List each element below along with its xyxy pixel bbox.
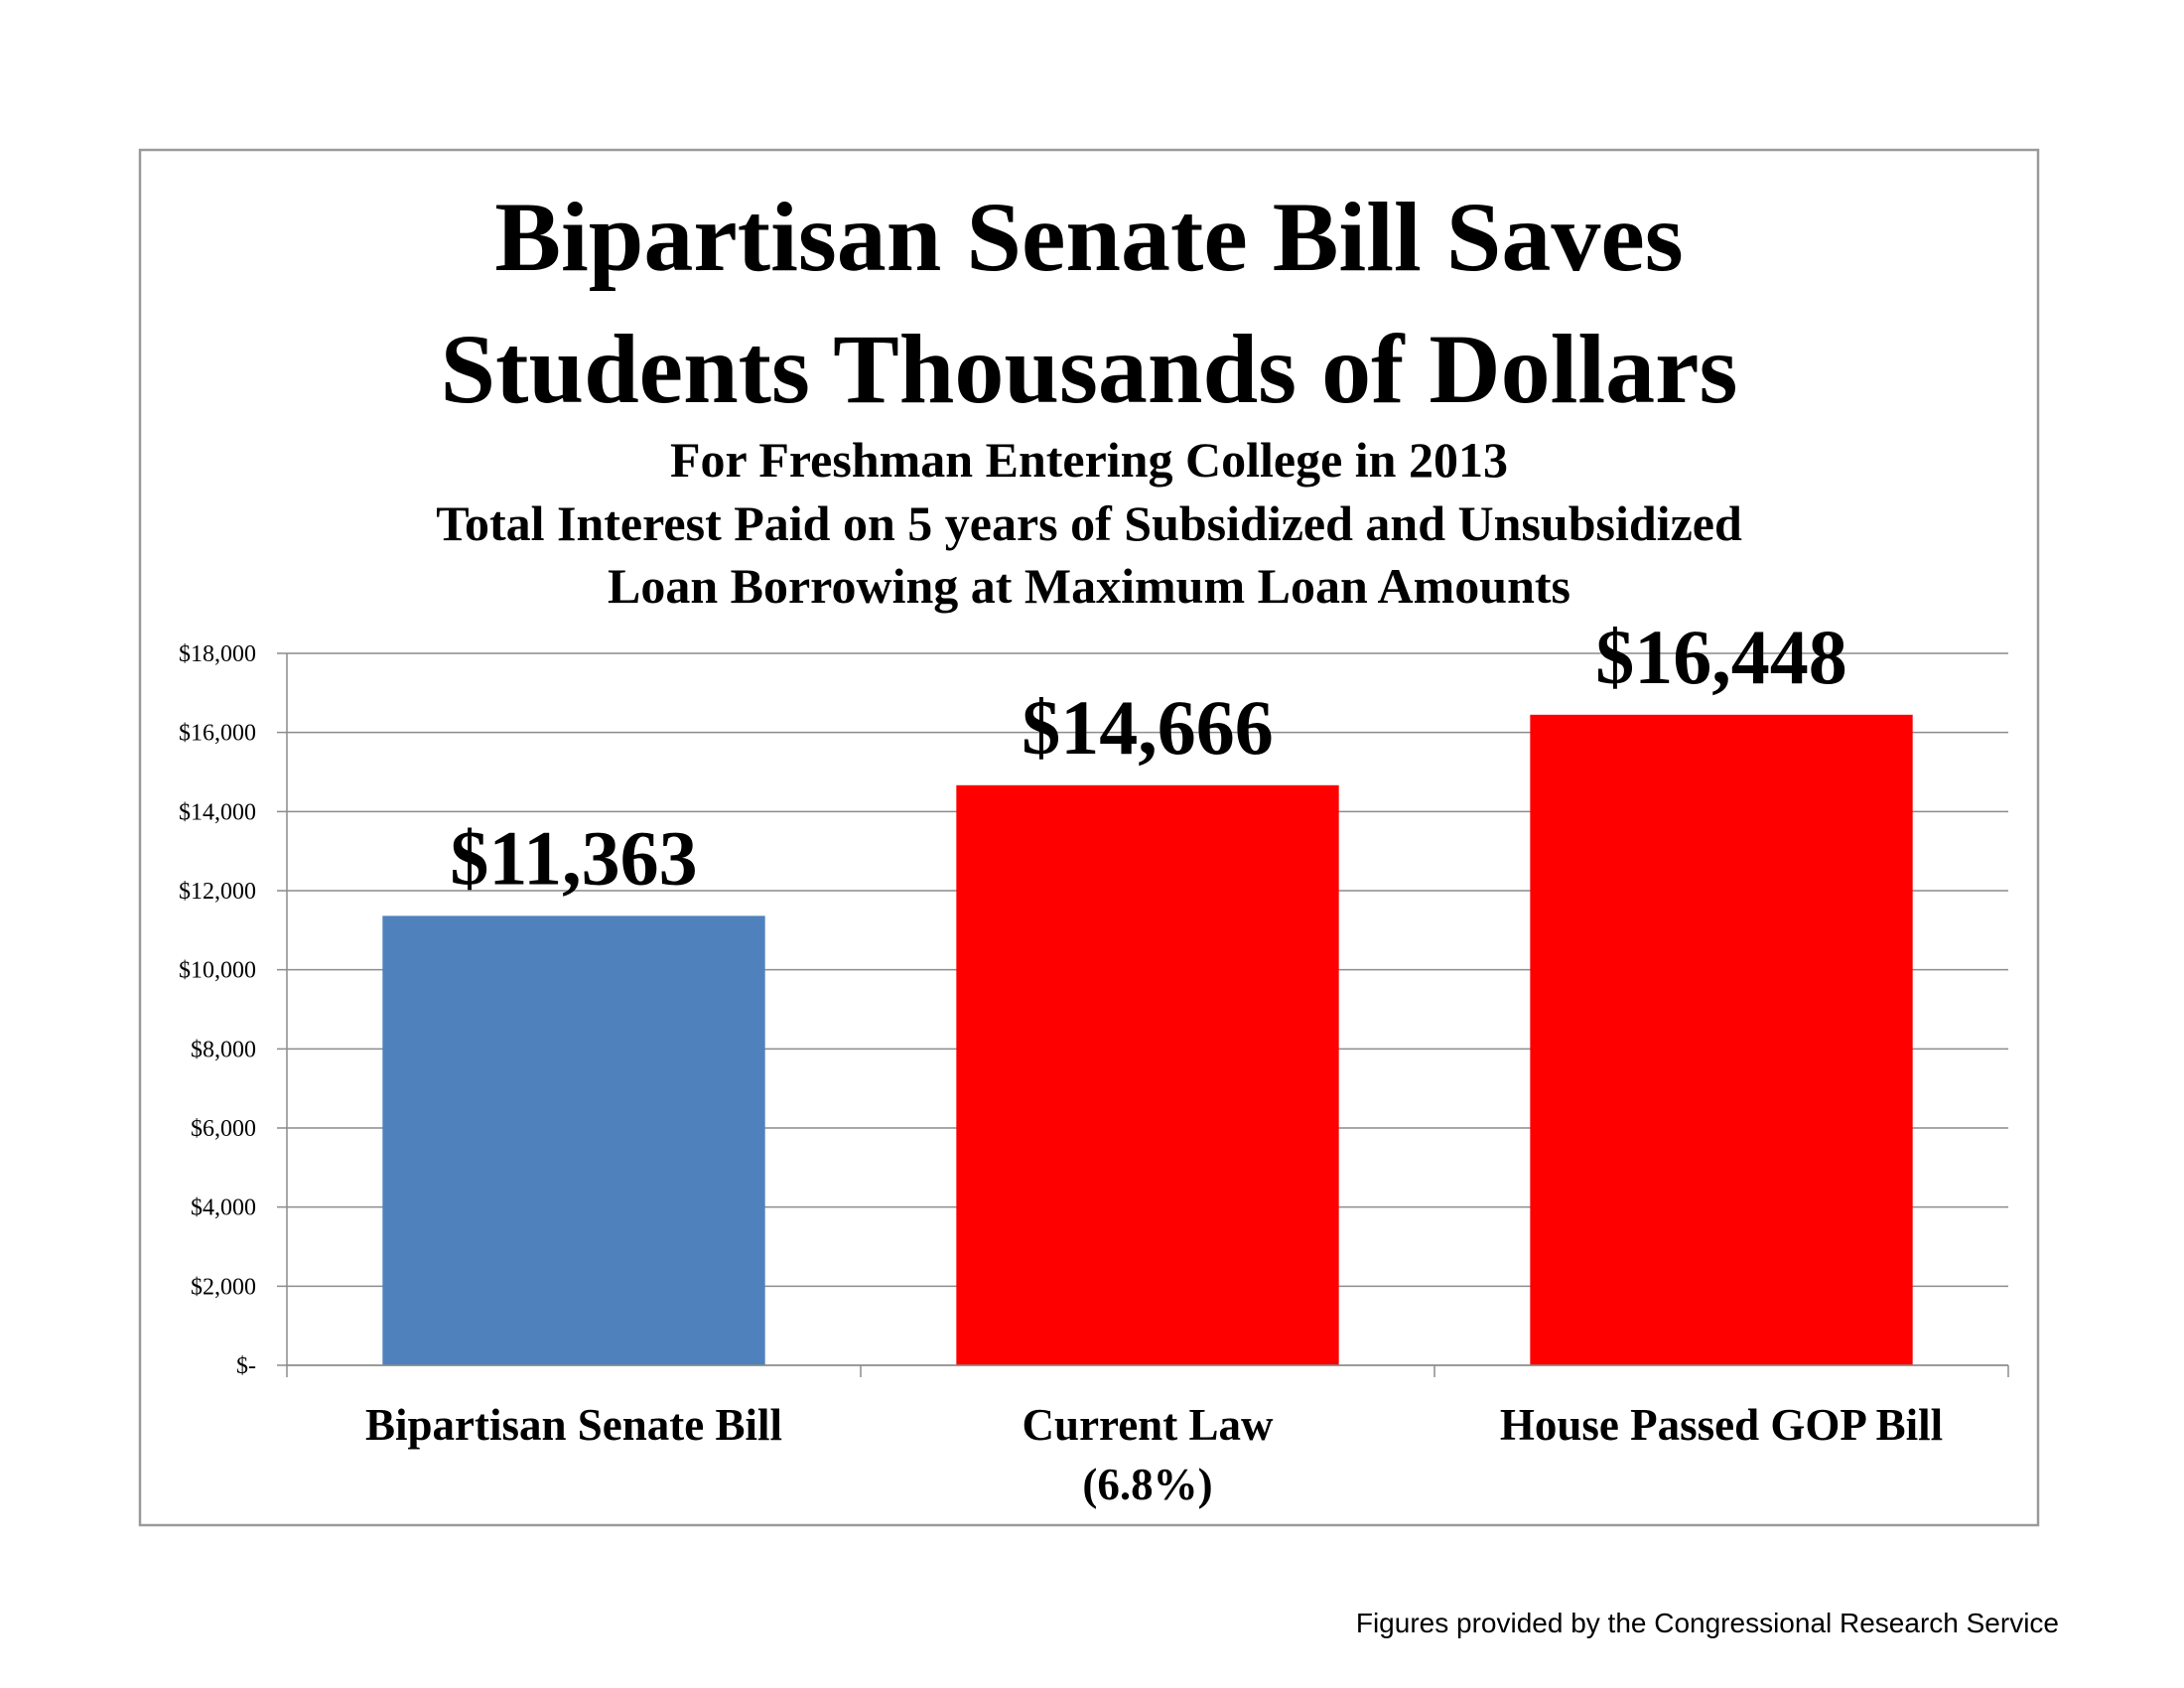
bar: [382, 915, 765, 1365]
chart-subtitle: Total Interest Paid on 5 years of Subsid…: [436, 495, 1742, 551]
x-tick-label: Bipartisan Senate Bill: [364, 1400, 783, 1450]
y-tick-label: $16,000: [179, 721, 256, 747]
y-tick-label: $10,000: [179, 958, 256, 984]
bar: [956, 784, 1339, 1365]
chart-subtitle: For Freshman Entering College in 2013: [670, 432, 1508, 488]
x-tick-label: Current Law (6.8%): [1022, 1400, 1274, 1509]
x-tick-label: House Passed GOP Bill: [1499, 1400, 1944, 1450]
y-tick-label: $8,000: [191, 1037, 256, 1062]
chart-title: Bipartisan Senate Bill Saves: [494, 182, 1683, 292]
y-tick-label: $18,000: [179, 641, 256, 667]
source-note: Figures provided by the Congressional Re…: [1356, 1608, 2059, 1638]
y-tick-label: $12,000: [179, 879, 256, 905]
value-label: $14,666: [1022, 684, 1274, 771]
value-label: $11,363: [450, 814, 697, 901]
bar: [1530, 714, 1913, 1365]
y-tick-label: $2,000: [191, 1274, 256, 1300]
chart-subtitle: Loan Borrowing at Maximum Loan Amounts: [608, 558, 1570, 614]
y-tick-label: $6,000: [191, 1116, 256, 1142]
chart-frame: [138, 148, 2040, 1527]
y-tick-label: $-: [236, 1353, 256, 1379]
value-label: $16,448: [1595, 614, 1847, 700]
y-tick-label: $14,000: [179, 799, 256, 825]
y-tick-label: $4,000: [191, 1196, 256, 1221]
chart-title: Students Thousands of Dollars: [441, 314, 1738, 424]
